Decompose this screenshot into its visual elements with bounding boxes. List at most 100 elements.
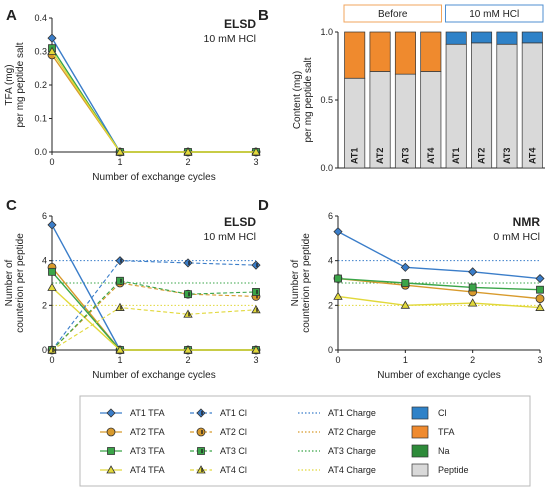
y-tick-label: 0.1 — [34, 114, 47, 124]
series-line — [51, 260, 257, 351]
legend-label: Cl — [438, 408, 447, 418]
x-tick-label: 0 — [49, 355, 54, 365]
panel-label-b: B — [258, 7, 269, 24]
legend-box-swatch — [411, 406, 429, 420]
legend-label: AT2 TFA — [130, 427, 165, 437]
x-tick-label: 1 — [117, 355, 122, 365]
x-tick-label: 3 — [537, 355, 542, 365]
data-point — [48, 267, 56, 276]
x-tick-label: 0 — [49, 157, 54, 167]
legend-label: AT3 TFA — [130, 446, 165, 456]
data-point — [536, 285, 544, 294]
y-tick-label: 6 — [42, 211, 47, 221]
bar-category-label: AT4 — [527, 148, 537, 164]
legend-label: AT1 TFA — [130, 408, 165, 418]
series-line — [51, 282, 257, 351]
data-point — [115, 345, 125, 354]
data-point-half — [256, 294, 258, 299]
x-tick-label: 3 — [253, 157, 258, 167]
bar-category-label: AT2 — [477, 148, 487, 164]
panel-label-a: A — [6, 7, 17, 24]
data-point — [183, 345, 193, 354]
data-point-half — [188, 260, 190, 265]
legend-label: AT3 Cl — [220, 446, 247, 456]
panel-c-chart: 0 1 2 3 0 2 4 6 Number of exchange cycles Number … — [4, 211, 261, 381]
y-axis-label: Number of — [4, 259, 15, 306]
data-point — [47, 46, 57, 55]
data-point — [251, 147, 261, 156]
legend-label: AT4 TFA — [130, 465, 165, 475]
x-tick-label: 0 — [335, 355, 340, 365]
legend-marker-half — [201, 468, 203, 472]
y-tick-label: 0.0 — [320, 163, 333, 173]
legend-marker-half — [201, 449, 203, 453]
x-axis-label: Number of exchange cycles — [92, 172, 215, 183]
legend-label: Peptide — [438, 465, 469, 475]
legend-marker-half — [201, 411, 203, 415]
series-line — [51, 286, 256, 351]
series-line — [51, 47, 256, 153]
series-line — [51, 307, 257, 351]
data-point — [183, 147, 193, 156]
y-tick-label: 0 — [328, 345, 333, 355]
y-axis-label-2: per mg peptide salt — [15, 42, 26, 127]
y-tick-label: 0.2 — [34, 80, 47, 90]
y-tick-label: 0 — [42, 345, 47, 355]
legend-marker — [106, 427, 116, 437]
bar-segment — [394, 31, 416, 75]
bar-segment — [521, 31, 543, 44]
legend-label: AT1 Charge — [328, 408, 376, 418]
y-tick-label: 2 — [328, 300, 333, 310]
y-tick-label: 6 — [328, 211, 333, 221]
data-point — [115, 147, 125, 156]
legend-frame — [79, 395, 531, 487]
x-tick-label: 2 — [185, 355, 190, 365]
panel-label-c: C — [6, 197, 17, 214]
data-point-half — [188, 312, 190, 317]
y-tick-label: 4 — [328, 256, 333, 266]
legend-label: AT3 Charge — [328, 446, 376, 456]
chart-subtitle: 10 mM HCl — [203, 33, 256, 45]
series-line — [51, 54, 256, 153]
series-line — [337, 277, 541, 291]
x-tick-label: 1 — [117, 157, 122, 167]
legend-marker — [106, 408, 116, 418]
x-axis-label: Number of exchange cycles — [377, 370, 500, 381]
data-point-half — [52, 348, 54, 352]
bar-category-label: AT2 — [375, 148, 385, 164]
legend-label: AT2 Cl — [220, 427, 247, 437]
data-point — [467, 298, 478, 307]
data-point — [535, 294, 545, 304]
legend-box-swatch — [411, 425, 429, 439]
series-line — [337, 295, 541, 309]
legend-label: AT2 Charge — [328, 427, 376, 437]
data-point — [47, 282, 57, 291]
bar-category-label: AT3 — [502, 148, 512, 164]
legend-box-swatch — [411, 463, 429, 477]
series-line — [337, 277, 541, 300]
data-point — [47, 33, 57, 43]
y-tick-label: 4 — [42, 256, 47, 266]
data-point — [400, 262, 410, 272]
bar-category-label: AT4 — [426, 148, 436, 164]
y-axis-label: Content (mg) — [292, 71, 303, 129]
y-axis-label-2: counterion per peptide — [301, 233, 312, 333]
bar-segment — [445, 31, 467, 45]
data-point — [334, 274, 342, 283]
bar-category-label: AT1 — [451, 148, 461, 164]
x-axis-label: Number of exchange cycles — [92, 370, 215, 381]
data-point — [535, 273, 545, 284]
y-axis-label-2: per mg peptide salt — [303, 57, 314, 142]
bar-segment — [471, 31, 493, 44]
data-point — [401, 279, 410, 287]
data-point — [251, 345, 261, 354]
y-tick-label: 0.5 — [320, 95, 333, 105]
panel-d-chart: 0 1 2 3 0 2 4 6 Number of exchange cycles Number … — [290, 211, 545, 381]
y-axis-label: TFA (mg) — [4, 64, 15, 105]
legend-marker — [107, 447, 115, 455]
data-point-half — [188, 292, 190, 297]
chart-title: NMR — [513, 215, 541, 229]
bar-category-label: AT3 — [400, 148, 410, 164]
panel-a-chart: 0 1 2 3 0.0 0.1 0.2 0.3 0.4 Number of exchange cy… — [4, 13, 261, 183]
